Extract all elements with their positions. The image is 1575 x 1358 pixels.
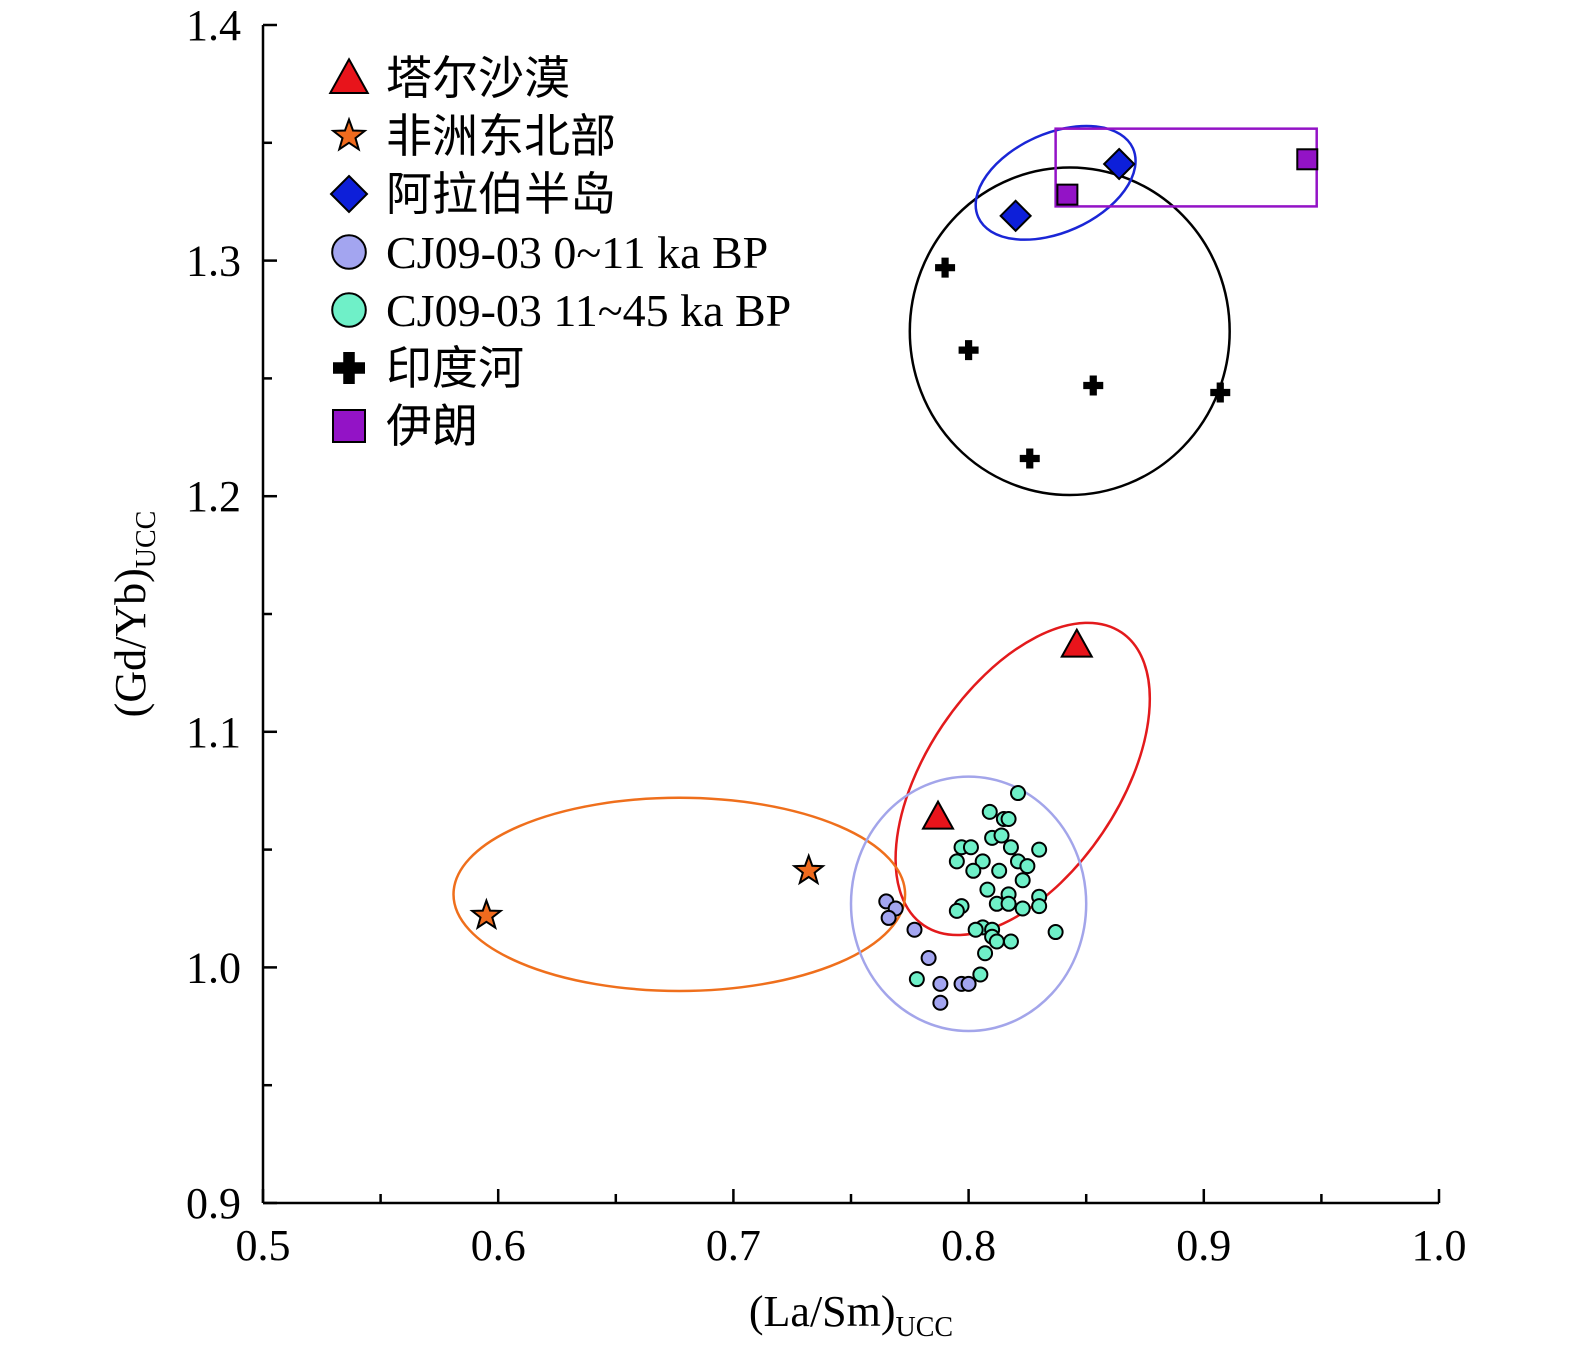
x-tick-label: 0.9 <box>1176 1221 1231 1270</box>
circle-data-point <box>1002 839 1019 856</box>
x-tick-label: 0.7 <box>706 1221 761 1270</box>
legend-plus-icon <box>333 352 365 384</box>
annotation-layer <box>452 124 1318 1033</box>
legend-circle-icon <box>331 292 367 328</box>
circle-data-point <box>1019 858 1036 875</box>
y-tick-label: 1.0 <box>186 943 241 992</box>
plus-data-point <box>1019 448 1040 469</box>
triangle-data-point <box>921 799 955 830</box>
circle-data-point <box>1031 898 1048 915</box>
circle-data-point <box>1009 785 1026 802</box>
legend-diamond-icon <box>329 174 369 214</box>
group-ellipse <box>849 775 1088 1033</box>
group-ellipse <box>452 796 907 993</box>
star-data-point <box>791 852 826 886</box>
x-tick-label: 0.6 <box>471 1221 526 1270</box>
triangle-data-point <box>1060 627 1094 658</box>
circle-data-point <box>1000 895 1017 912</box>
square-data-point <box>1056 183 1079 206</box>
legend-triangle-icon <box>328 57 370 94</box>
legend-label: 印度河 <box>386 343 524 394</box>
circle-data-point <box>988 933 1005 950</box>
y-tick-label: 1.1 <box>186 708 241 757</box>
y-tick-label: 1.2 <box>186 472 241 521</box>
circle-data-point <box>974 853 991 870</box>
group-ellipse <box>974 124 1137 241</box>
circle-data-point <box>1000 810 1017 827</box>
tick-layer: 0.5 0.6 0.7 0.8 0.9 1.0 0.9 1.0 1.1 1.2 1.3 1.4 <box>186 1 1467 1270</box>
circle-data-point <box>906 921 923 938</box>
legend-circle-icon <box>331 234 367 270</box>
circle-data-point <box>993 827 1010 844</box>
y-tick-label: 1.4 <box>186 1 241 50</box>
circle-data-point <box>948 853 965 870</box>
circle-data-point <box>932 994 949 1011</box>
legend-label: 阿拉伯半岛 <box>386 169 616 220</box>
group-ellipse <box>894 621 1152 937</box>
circle-data-point <box>967 921 984 938</box>
circle-data-point <box>965 862 982 879</box>
circle-data-point <box>960 975 977 992</box>
plus-data-point <box>1210 382 1231 403</box>
data-points <box>469 147 1319 1011</box>
circle-data-point <box>880 909 897 926</box>
circle-data-point <box>962 839 979 856</box>
legend-star-icon <box>330 116 368 152</box>
square-data-point <box>1296 148 1319 171</box>
y-axis-title: (Gd/Yb)UCC <box>106 511 162 718</box>
legend-label: 伊朗 <box>386 401 478 452</box>
circle-data-point <box>1002 933 1019 950</box>
diamond-data-point <box>1102 147 1136 181</box>
circle-data-point <box>1014 900 1031 917</box>
x-tick-label: 0.8 <box>941 1221 996 1270</box>
group-rectangle <box>1054 127 1318 208</box>
circle-data-point <box>972 966 989 983</box>
circle-data-point <box>981 803 998 820</box>
legend-square-icon <box>332 409 366 443</box>
plus-data-point <box>958 340 979 361</box>
circle-data-point <box>948 902 965 919</box>
circle-data-point <box>979 881 996 898</box>
group-ellipse <box>908 166 1231 497</box>
circle-data-point <box>1031 841 1048 858</box>
y-tick-label: 0.9 <box>186 1179 241 1228</box>
circle-data-point <box>1014 872 1031 889</box>
circle-data-point <box>920 949 937 966</box>
circle-data-point <box>932 975 949 992</box>
x-tick-label: 0.5 <box>236 1221 291 1270</box>
star-data-point <box>469 897 504 931</box>
diamond-data-point <box>999 199 1033 233</box>
plus-data-point <box>1083 375 1104 396</box>
circle-data-point <box>977 945 994 962</box>
legend-label: CJ09-03 0~11 ka BP <box>386 227 768 278</box>
legend-label: CJ09-03 11~45 ka BP <box>386 285 791 336</box>
x-axis-title: (La/Sm)UCC <box>749 1287 953 1343</box>
legend-label: 非洲东北部 <box>386 111 616 162</box>
circle-data-point <box>908 971 925 988</box>
legend-label: 塔尔沙漠 <box>386 53 570 104</box>
circle-data-point <box>1047 924 1064 941</box>
circle-data-point <box>991 862 1008 879</box>
y-tick-label: 1.3 <box>186 237 241 286</box>
x-tick-label: 1.0 <box>1412 1221 1467 1270</box>
plus-data-point <box>935 257 956 278</box>
